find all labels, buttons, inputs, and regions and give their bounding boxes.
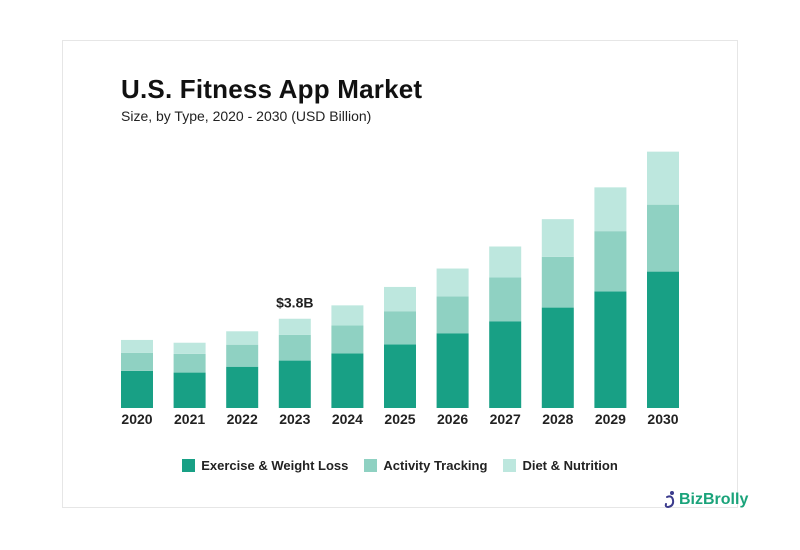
legend-swatch-diet [503, 459, 517, 472]
bar-diet-2028 [541, 219, 574, 257]
bar-activity-2020 [121, 352, 153, 371]
bar-activity-2021 [173, 353, 206, 373]
brand-logo-icon [664, 491, 675, 509]
bar-diet-2027 [489, 246, 522, 278]
legend-swatch-activity [364, 459, 378, 472]
data-label-2023: $3.8B [276, 295, 313, 311]
bar-diet-2030 [647, 151, 679, 205]
legend-label-activity: Activity Tracking [383, 458, 488, 473]
bar-exercise-2023 [278, 360, 311, 408]
legend-label-diet: Diet & Nutrition [522, 458, 618, 473]
bar-exercise-2028 [541, 307, 574, 408]
x-tick-label-2026: 2026 [437, 411, 468, 427]
legend-swatch-exercise [182, 459, 196, 472]
bar-exercise-2027 [489, 321, 522, 408]
brand-logo: BizBrolly [664, 490, 748, 510]
x-tick-label-2022: 2022 [227, 411, 258, 427]
legend-label-exercise: Exercise & Weight Loss [201, 458, 349, 473]
bar-diet-2025 [384, 286, 416, 312]
x-tick-label-2024: 2024 [332, 411, 363, 427]
x-tick-label-2021: 2021 [174, 411, 205, 427]
legend-item-diet: Diet & Nutrition [503, 458, 618, 473]
x-tick-label-2030: 2030 [647, 411, 678, 427]
bar-exercise-2024 [331, 353, 364, 408]
bar-diet-2026 [436, 268, 469, 297]
x-tick-label-2025: 2025 [384, 411, 415, 427]
legend-item-activity: Activity Tracking [364, 458, 487, 473]
bar-exercise-2030 [647, 271, 679, 408]
bar-activity-2028 [541, 256, 574, 308]
bar-activity-2022 [226, 344, 259, 367]
chart-subtitle: Size, by Type, 2020 - 2030 (USD Billion) [121, 108, 372, 124]
brand-name: BizBrolly [679, 491, 749, 508]
bar-activity-2030 [647, 204, 679, 272]
legend-item-exercise: Exercise & Weight Loss [182, 458, 348, 473]
bar-exercise-2020 [121, 370, 153, 408]
bar-activity-2025 [384, 311, 416, 345]
bar-diet-2020 [121, 339, 153, 353]
bar-diet-2022 [226, 331, 259, 345]
bar-diet-2024 [331, 305, 364, 326]
x-tick-label-2023: 2023 [279, 411, 310, 427]
bar-activity-2027 [489, 277, 522, 322]
x-tick-label-2028: 2028 [542, 411, 573, 427]
bar-diet-2023 [278, 318, 311, 335]
bar-exercise-2025 [384, 344, 416, 408]
bar-activity-2026 [436, 296, 469, 334]
bar-exercise-2026 [436, 333, 469, 408]
chart-title: U.S. Fitness App Market [121, 74, 423, 104]
bar-diet-2021 [173, 342, 206, 354]
bar-exercise-2021 [173, 372, 206, 408]
bar-activity-2023 [278, 334, 311, 361]
x-tick-label-2020: 2020 [121, 411, 152, 427]
bar-activity-2024 [331, 325, 364, 354]
x-tick-label-2029: 2029 [595, 411, 626, 427]
bar-exercise-2029 [594, 291, 627, 408]
chart-legend: Exercise & Weight Loss Activity Tracking… [0, 458, 800, 473]
bar-exercise-2022 [226, 366, 259, 408]
x-tick-label-2027: 2027 [490, 411, 521, 427]
bar-activity-2029 [594, 231, 627, 292]
bar-diet-2029 [594, 187, 627, 232]
